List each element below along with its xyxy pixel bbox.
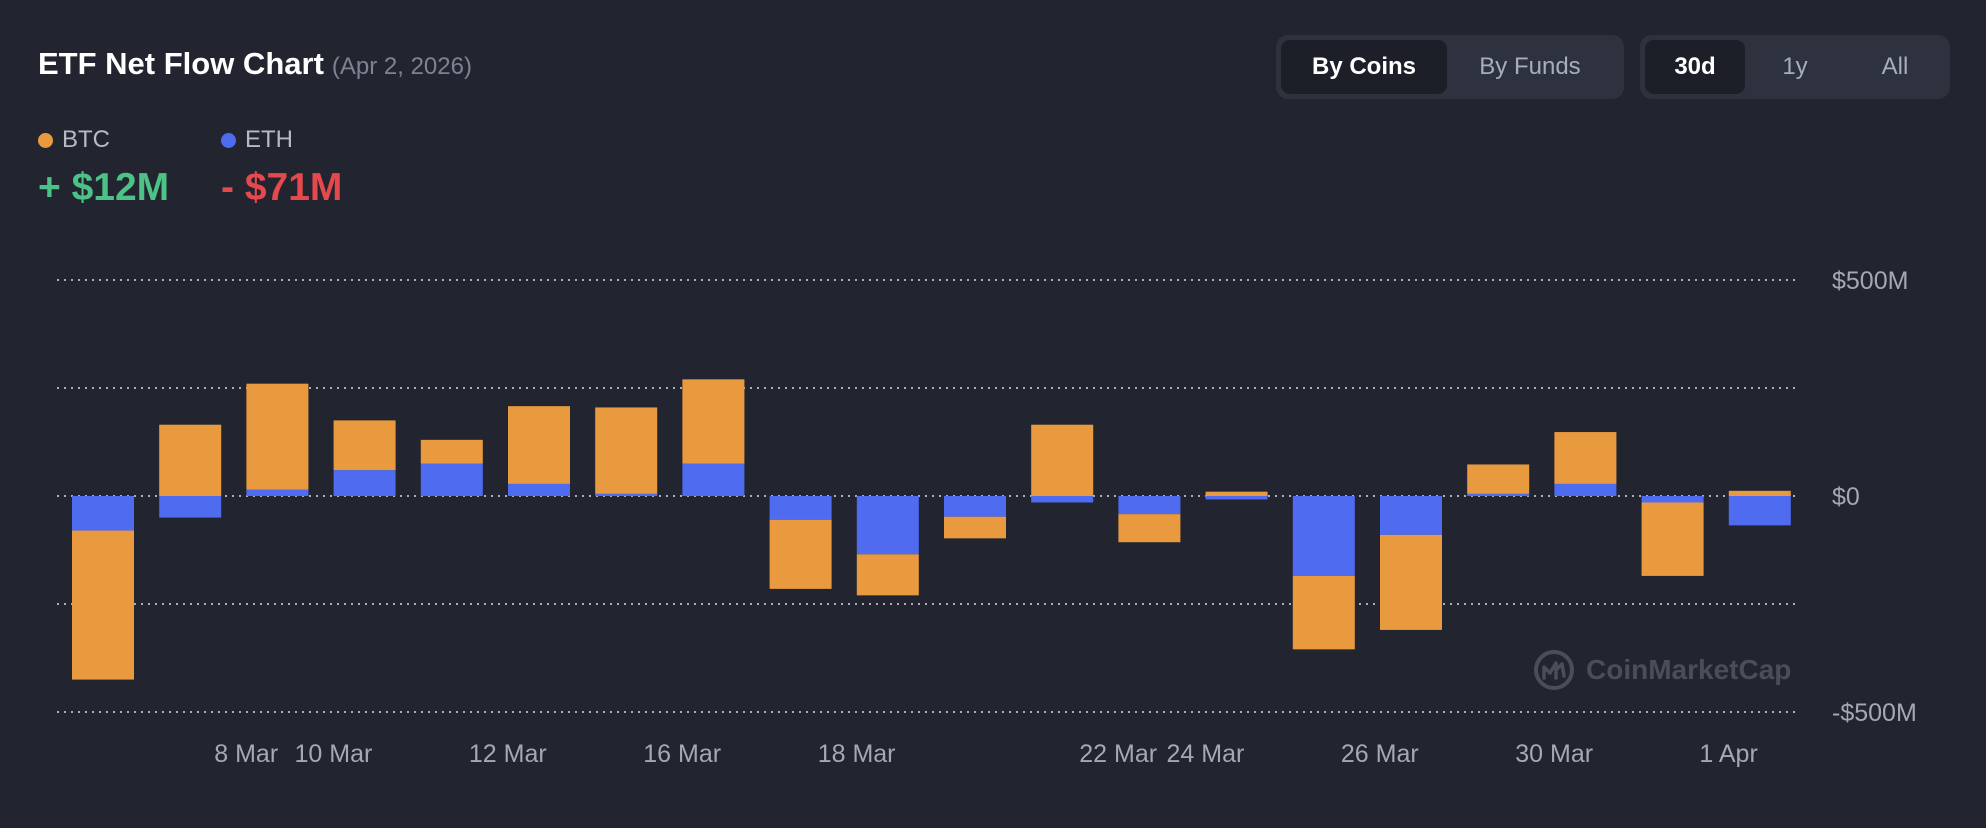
- x-tick-label: 10 Mar: [294, 740, 372, 768]
- chart-title: ETF Net Flow Chart: [38, 46, 324, 81]
- bar-eth: [682, 463, 745, 496]
- x-tick-label: 24 Mar: [1166, 740, 1244, 768]
- bar-eth: [246, 489, 309, 496]
- bar-eth: [944, 496, 1006, 517]
- legend-btc-label: BTC: [62, 126, 110, 153]
- bar-eth: [508, 483, 570, 496]
- legend-eth[interactable]: ETH - $71M: [221, 126, 342, 210]
- range-toggle: 30d 1y All: [1640, 35, 1950, 99]
- y-tick-label: -$500M: [1832, 699, 1917, 727]
- x-tick-label: 18 Mar: [818, 740, 896, 768]
- x-tick-label: 1 Apr: [1699, 740, 1757, 768]
- bar-eth: [72, 496, 134, 531]
- y-tick-label: $500M: [1832, 267, 1908, 295]
- chart-date: (Apr 2, 2026): [331, 53, 472, 80]
- watermark: CoinMarketCap: [1532, 648, 1791, 692]
- bar-eth: [769, 496, 832, 520]
- legend-eth-label: ETH: [245, 126, 293, 153]
- chart-header: ETF Net Flow Chart (Apr 2, 2026): [38, 46, 472, 82]
- bar-btc: [944, 516, 1006, 539]
- y-tick-label: $0: [1832, 483, 1860, 511]
- btc-dot-icon: [38, 132, 53, 148]
- x-tick-label: 22 Mar: [1079, 740, 1157, 768]
- bar-btc: [1205, 491, 1268, 496]
- bar-btc: [682, 379, 745, 464]
- bar-btc: [246, 383, 309, 490]
- bar-eth: [159, 496, 222, 518]
- bar-btc: [508, 406, 570, 484]
- bar-btc: [1467, 464, 1530, 494]
- bar-eth: [1380, 496, 1442, 535]
- range-all-button[interactable]: All: [1881, 53, 1909, 80]
- bar-eth: [1031, 496, 1094, 503]
- bar-eth: [333, 470, 396, 496]
- bar-btc: [769, 519, 832, 589]
- bar-btc: [159, 424, 222, 496]
- range-30d-button[interactable]: 30d: [1645, 40, 1745, 94]
- bar-eth: [1292, 496, 1355, 576]
- x-tick-label: 26 Mar: [1341, 740, 1419, 768]
- bar-eth: [595, 493, 658, 496]
- x-tick-label: 8 Mar: [214, 740, 278, 768]
- x-tick-label: 12 Mar: [469, 740, 547, 768]
- view-toggle: By Coins By Funds: [1276, 35, 1624, 99]
- bar-btc: [72, 530, 134, 680]
- bar-eth: [1641, 496, 1704, 503]
- legend-btc[interactable]: BTC + $12M: [38, 126, 169, 210]
- x-tick-label: 16 Mar: [643, 740, 721, 768]
- coinmarketcap-logo-icon: [1534, 650, 1574, 690]
- bar-btc: [420, 439, 483, 464]
- bar-btc: [1641, 502, 1704, 576]
- bar-btc: [1292, 575, 1355, 650]
- by-coins-button[interactable]: By Coins: [1281, 40, 1447, 94]
- bar-btc: [1118, 514, 1181, 543]
- bar-btc: [856, 554, 919, 596]
- legend-btc-value: + $12M: [38, 166, 170, 209]
- bar-btc: [333, 420, 396, 471]
- bar-eth: [1728, 496, 1791, 526]
- watermark-text: CoinMarketCap: [1586, 654, 1792, 685]
- bar-btc: [1728, 490, 1791, 496]
- by-funds-button[interactable]: By Funds: [1479, 53, 1581, 80]
- bar-eth: [1467, 493, 1530, 496]
- bar-btc: [1554, 432, 1617, 484]
- range-1y-button[interactable]: 1y: [1782, 53, 1808, 80]
- bar-btc: [1031, 424, 1094, 496]
- bar-eth: [1554, 483, 1617, 496]
- legend-eth-value: - $71M: [221, 166, 343, 209]
- bar-eth: [420, 463, 483, 496]
- eth-dot-icon: [221, 132, 236, 148]
- bar-btc: [1380, 534, 1442, 630]
- bar-eth: [856, 496, 919, 555]
- bar-eth: [1118, 496, 1181, 515]
- x-tick-label: 30 Mar: [1515, 740, 1593, 768]
- bar-eth: [1205, 496, 1268, 500]
- bar-btc: [595, 407, 658, 494]
